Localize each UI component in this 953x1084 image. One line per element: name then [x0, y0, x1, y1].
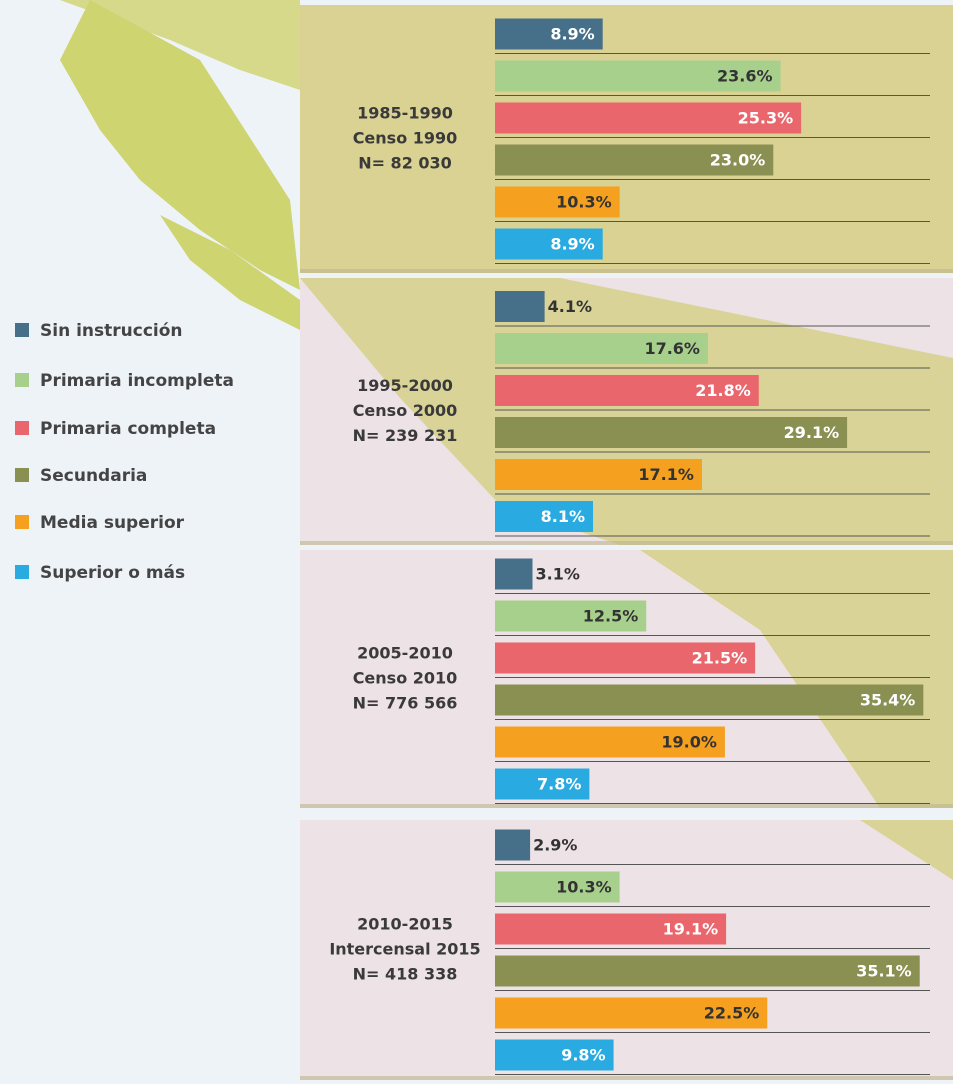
group-label: Censo 2010: [353, 669, 458, 688]
bar: [495, 600, 647, 632]
legend-swatch: [15, 421, 29, 435]
bar: [495, 642, 756, 674]
group-label: 2010-2015: [357, 915, 453, 934]
bar: [495, 60, 781, 92]
legend-swatch: [15, 468, 29, 482]
value-label: 12.5%: [583, 607, 639, 626]
bar: [495, 558, 533, 590]
map-land: [300, 5, 953, 273]
bar: [495, 501, 594, 532]
value-label: 19.1%: [663, 920, 719, 939]
value-label: 22.5%: [704, 1004, 760, 1023]
value-label: 23.0%: [710, 151, 766, 170]
value-label: 17.6%: [644, 339, 700, 358]
value-label: 10.3%: [556, 193, 612, 212]
map-land: [60, 0, 300, 290]
group-label: Censo 1990: [353, 129, 458, 148]
value-label: 7.8%: [537, 775, 581, 794]
map-land: [160, 215, 300, 330]
value-label: 35.4%: [860, 691, 916, 710]
group-label: N= 418 338: [353, 965, 458, 984]
value-label: 3.1%: [536, 565, 580, 584]
group-label: 1985-1990: [357, 104, 453, 123]
legend-swatch: [15, 515, 29, 529]
bar: [495, 417, 848, 448]
legend-label: Primaria completa: [40, 419, 216, 439]
value-label: 35.1%: [856, 962, 912, 981]
bar: [495, 1039, 614, 1071]
map-land: [60, 0, 300, 90]
bar: [495, 684, 924, 716]
value-label: 2.9%: [533, 836, 577, 855]
legend-swatch: [15, 565, 29, 579]
bar: [495, 459, 702, 490]
group-label: Censo 2000: [353, 401, 458, 420]
legend-label: Sin instrucción: [40, 321, 183, 341]
bar: [495, 291, 545, 322]
group-label: N= 776 566: [353, 694, 458, 713]
map-land: [640, 550, 953, 808]
group-label: 2005-2010: [357, 644, 453, 663]
panel-shadow: [300, 804, 953, 808]
bar: [495, 18, 603, 50]
legend-swatch: [15, 323, 29, 337]
value-label: 8.9%: [550, 235, 594, 254]
panel: [300, 820, 953, 1080]
group-label: N= 82 030: [358, 154, 452, 173]
bar: [495, 144, 774, 176]
bar: [495, 955, 920, 987]
panel-shadow: [300, 1076, 953, 1080]
legend-label: Media superior: [40, 513, 185, 533]
group-label: N= 239 231: [353, 426, 458, 445]
bar: [495, 102, 802, 134]
value-label: 21.5%: [692, 649, 748, 668]
bar: [495, 871, 620, 903]
bar: [495, 726, 725, 758]
bar: [495, 829, 531, 861]
legend-label: Primaria incompleta: [40, 371, 234, 391]
legend-label: Superior o más: [40, 563, 185, 583]
value-label: 25.3%: [738, 109, 794, 128]
bar: [495, 186, 620, 218]
value-label: 19.0%: [661, 733, 717, 752]
legend-swatch: [15, 373, 29, 387]
panel-shadow: [300, 269, 953, 273]
value-label: 21.8%: [695, 381, 751, 400]
map-land: [300, 278, 953, 545]
value-label: 10.3%: [556, 878, 612, 897]
value-label: 29.1%: [784, 423, 840, 442]
value-label: 17.1%: [638, 465, 694, 484]
bar: [495, 228, 603, 260]
bar: [495, 997, 768, 1029]
value-label: 9.8%: [561, 1046, 605, 1065]
group-label: 1995-2000: [357, 376, 453, 395]
value-label: 8.1%: [541, 507, 585, 526]
bar: [495, 333, 708, 364]
value-label: 23.6%: [717, 67, 773, 86]
panel-shadow: [300, 541, 953, 545]
legend-label: Secundaria: [40, 466, 147, 486]
group-label: Intercensal 2015: [329, 940, 480, 959]
bar: [495, 913, 727, 945]
bar: [495, 375, 759, 406]
bar: [495, 768, 590, 800]
value-label: 8.9%: [550, 25, 594, 44]
value-label: 4.1%: [548, 297, 592, 316]
